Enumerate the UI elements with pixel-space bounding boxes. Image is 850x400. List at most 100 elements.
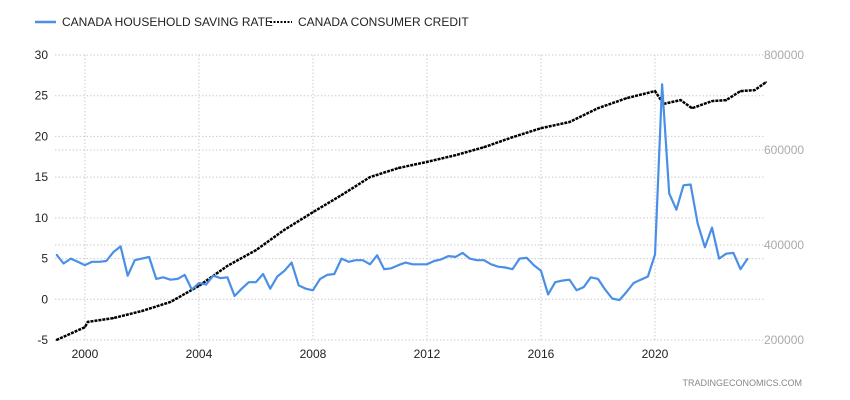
data-point-saving-rate [248, 281, 250, 283]
watermark: TRADINGECONOMICS.COM [682, 378, 802, 388]
data-point-saving-rate [497, 266, 499, 268]
data-point-saving-rate [554, 281, 556, 283]
data-point-consumer-credit [283, 229, 286, 231]
data-point-saving-rate [241, 288, 243, 290]
data-point-saving-rate [625, 291, 628, 293]
data-point-consumer-credit [568, 121, 571, 123]
data-point-consumer-credit [679, 99, 682, 101]
data-point-saving-rate [191, 288, 193, 291]
legend: CANADA HOUSEHOLD SAVING RATE CANADA CONS… [35, 15, 469, 29]
data-point-consumer-credit [454, 154, 457, 157]
data-point-saving-rate [198, 282, 200, 284]
data-point-consumer-credit [112, 317, 115, 319]
data-point-saving-rate [526, 257, 528, 259]
data-point-saving-rate [219, 277, 221, 279]
data-point-saving-rate [469, 257, 471, 260]
data-point-saving-rate [583, 286, 585, 288]
data-point-saving-rate [647, 275, 649, 278]
data-point-saving-rate [675, 209, 677, 211]
data-point-consumer-credit [511, 136, 514, 138]
data-point-consumer-credit [340, 194, 343, 196]
data-point-saving-rate [312, 289, 314, 291]
data-point-saving-rate [618, 299, 620, 301]
data-point-consumer-credit [84, 326, 86, 328]
data-point-saving-rate [690, 183, 692, 186]
left-tick-label: 15 [35, 170, 49, 184]
right-tick-label: 800000 [764, 48, 804, 62]
data-point-saving-rate [383, 268, 385, 270]
data-point-saving-rate [590, 276, 592, 278]
data-point-saving-rate [404, 262, 407, 264]
data-point-saving-rate [419, 263, 421, 265]
data-point-saving-rate [575, 289, 578, 291]
data-point-saving-rate [461, 252, 464, 254]
x-tick-label: 2012 [414, 347, 441, 361]
data-point-saving-rate [283, 270, 286, 272]
left-tick-label: -5 [37, 333, 48, 347]
data-point-saving-rate [611, 297, 613, 300]
data-point-saving-rate [276, 275, 278, 278]
data-point-consumer-credit [86, 321, 89, 323]
data-point-consumer-credit [711, 100, 713, 102]
data-point-saving-rate [490, 263, 492, 265]
series-group [55, 81, 767, 342]
data-point-saving-rate [682, 184, 685, 186]
data-point-consumer-credit [226, 265, 229, 267]
data-point-saving-rate [668, 192, 670, 195]
data-point-saving-rate [597, 278, 599, 280]
data-point-saving-rate [333, 273, 335, 275]
data-point-saving-rate [290, 262, 293, 264]
data-point-saving-rate [718, 257, 720, 260]
data-point-saving-rate [112, 251, 115, 253]
x-tick-label: 2000 [72, 347, 99, 361]
data-point-saving-rate [162, 276, 164, 278]
data-point-saving-rate [169, 279, 172, 281]
data-point-saving-rate [184, 274, 186, 276]
data-point-saving-rate [362, 259, 364, 261]
data-point-saving-rate [155, 278, 157, 280]
left-tick-label: 25 [35, 89, 49, 103]
data-point-consumer-credit [169, 301, 172, 303]
left-tick-label: 10 [35, 211, 49, 225]
data-point-saving-rate [447, 255, 449, 257]
legend-label-consumer-credit[interactable]: CANADA CONSUMER CREDIT [298, 15, 469, 29]
left-axis: 30 25 20 15 10 5 0 -5 [35, 48, 49, 347]
data-point-consumer-credit [426, 161, 428, 163]
data-point-saving-rate [511, 268, 514, 270]
grid [55, 54, 765, 341]
right-tick-label: 200000 [764, 333, 804, 347]
data-point-saving-rate [654, 253, 656, 256]
data-point-saving-rate [476, 259, 478, 261]
legend-label-saving-rate[interactable]: CANADA HOUSEHOLD SAVING RATE [62, 15, 273, 29]
data-point-saving-rate [604, 288, 606, 291]
data-point-saving-rate [704, 246, 706, 248]
data-point-saving-rate [412, 263, 414, 265]
data-point-saving-rate [547, 293, 549, 295]
data-point-saving-rate [568, 279, 571, 281]
data-point-saving-rate [739, 268, 742, 270]
data-point-saving-rate [105, 260, 107, 262]
data-point-consumer-credit [540, 127, 542, 129]
data-point-saving-rate [369, 263, 371, 265]
data-point-saving-rate [176, 278, 179, 280]
x-tick-label: 2016 [528, 347, 555, 361]
data-point-saving-rate [148, 256, 150, 258]
data-point-saving-rate [347, 261, 350, 263]
data-point-consumer-credit [483, 146, 485, 148]
data-point-saving-rate [226, 276, 229, 278]
data-point-consumer-credit [753, 89, 756, 91]
data-point-saving-rate [127, 275, 129, 277]
data-point-saving-rate [504, 266, 506, 269]
data-point-saving-rate [141, 257, 143, 260]
series-line-saving-rate [55, 83, 749, 302]
data-point-saving-rate [533, 264, 535, 266]
left-tick-label: 0 [41, 292, 48, 306]
data-point-saving-rate [426, 263, 428, 265]
data-point-saving-rate [376, 254, 378, 256]
data-point-saving-rate [319, 278, 321, 280]
data-point-saving-rate [661, 83, 663, 85]
data-point-saving-rate [483, 259, 485, 261]
right-tick-label: 400000 [764, 238, 804, 252]
data-point-saving-rate [70, 257, 72, 260]
